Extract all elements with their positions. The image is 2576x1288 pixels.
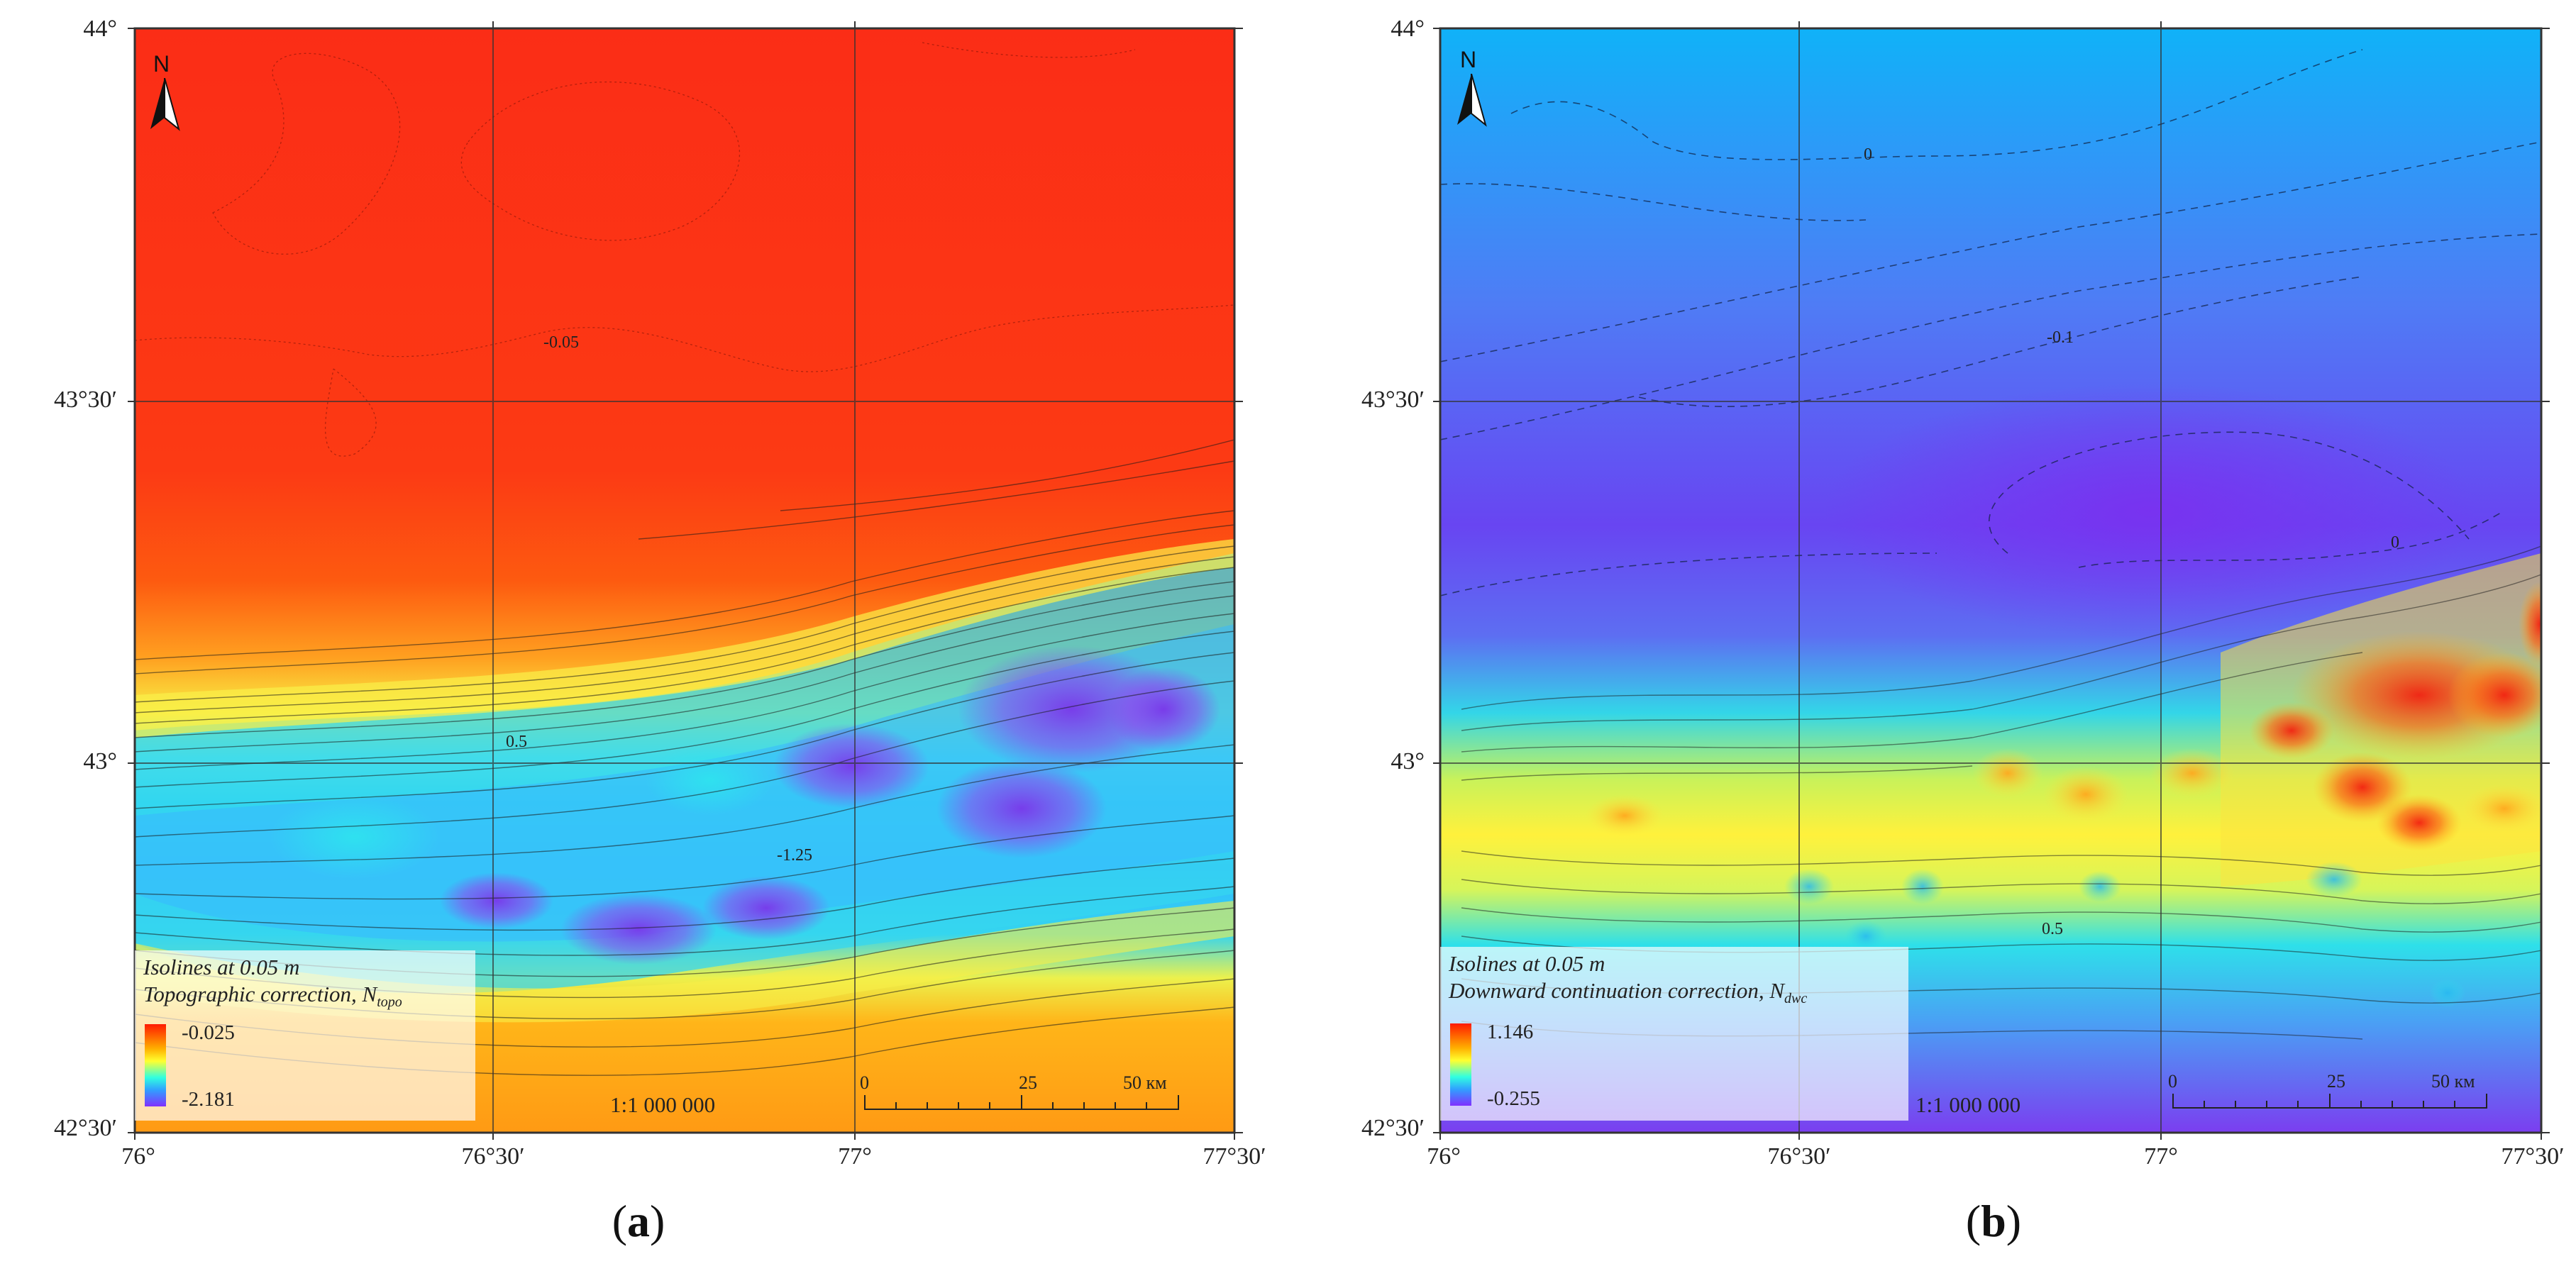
lat-label: 42°30′ [1361, 1115, 1425, 1141]
legend-title-text: Topographic correction, N [143, 982, 377, 1006]
contour-label: 0.5 [506, 733, 527, 751]
lat-label: 43°30′ [53, 387, 117, 413]
panel-b: 0 -0.1 0 0.5 N 44° 43°30′ 43° 42°30′ 76°… [1298, 0, 2576, 1288]
lon-label: 76°30′ [461, 1143, 525, 1170]
contour-label: 0 [1864, 145, 1872, 164]
scalebar-mid: 25 [2327, 1071, 2345, 1092]
color-ramp [145, 1024, 166, 1106]
scalebar-end: 50 км [1123, 1072, 1167, 1093]
map-a-raster [128, 21, 1243, 1140]
caption-a: (a) [612, 1196, 665, 1246]
lat-label: 43°30′ [1361, 387, 1425, 413]
scalebar-start: 0 [860, 1072, 869, 1093]
north-arrow-icon [150, 78, 180, 131]
scalebar-a: 0 25 50 км [860, 1072, 1190, 1115]
legend-title-sub: dwc [1784, 991, 1808, 1007]
scalebar-b: 0 25 50 км [2168, 1071, 2499, 1114]
north-label: N [1460, 47, 1477, 72]
lon-label: 77°30′ [2501, 1143, 2565, 1170]
scale-ratio: 1:1 000 000 [610, 1092, 716, 1117]
color-ramp [1450, 1023, 1471, 1106]
scalebar-start: 0 [2168, 1071, 2177, 1092]
lon-label: 77° [2144, 1143, 2178, 1170]
legend-a: Isolines at 0.05 m Topographic correctio… [135, 950, 475, 1121]
contour-label: 0.5 [2042, 920, 2063, 938]
legend-title: Topographic correction, Ntopo [143, 982, 402, 1011]
north-label: N [153, 51, 170, 77]
caption-letter: a [627, 1196, 650, 1246]
lon-label: 77°30′ [1203, 1143, 1266, 1170]
legend-max: -0.025 [182, 1021, 235, 1044]
lat-label: 42°30′ [53, 1115, 117, 1141]
scalebar-ticks [2172, 1094, 2487, 1109]
legend-isolines: Isolines at 0.05 m [143, 955, 300, 979]
contour-label: -0.1 [2047, 328, 2074, 347]
lon-label: 76° [121, 1143, 155, 1170]
lat-label: 44° [1391, 16, 1425, 42]
scale-ratio: 1:1 000 000 [1916, 1092, 2021, 1117]
lon-label: 77° [838, 1143, 872, 1170]
legend-max: 1.146 [1487, 1021, 1534, 1043]
contour-label: -0.05 [543, 333, 579, 352]
legend-min: -2.181 [182, 1088, 235, 1111]
caption-letter: b [1981, 1196, 2006, 1246]
legend-title-text: Downward continuation correction, N [1449, 978, 1785, 1003]
lat-label: 44° [83, 16, 117, 42]
legend-min: -0.255 [1487, 1087, 1540, 1110]
scalebar-end: 50 км [2431, 1071, 2475, 1092]
lat-label: 43° [83, 748, 117, 775]
scalebar-mid: 25 [1019, 1072, 1037, 1093]
north-arrow-icon [1457, 74, 1487, 127]
north-arrow: N [1457, 47, 1487, 143]
legend-title: Downward continuation correction, Ndwc [1449, 978, 1807, 1007]
lon-label: 76° [1427, 1143, 1461, 1170]
contour-label: 0 [2391, 533, 2399, 552]
legend-isolines: Isolines at 0.05 m [1449, 951, 1605, 976]
scalebar-ticks [864, 1095, 1179, 1110]
legend-title-sub: topo [377, 994, 402, 1011]
caption-b: (b) [1965, 1196, 2022, 1246]
legend-b: Isolines at 0.05 m Downward continuation… [1440, 947, 1908, 1121]
lon-label: 76°30′ [1767, 1143, 1831, 1170]
panel-a: -0.05 0.5 -1.25 N 44° 43°30′ 43° 42°30′ … [0, 0, 1277, 1288]
lat-label: 43° [1391, 748, 1425, 775]
north-arrow: N [150, 51, 180, 148]
contour-label: -1.25 [777, 846, 812, 865]
